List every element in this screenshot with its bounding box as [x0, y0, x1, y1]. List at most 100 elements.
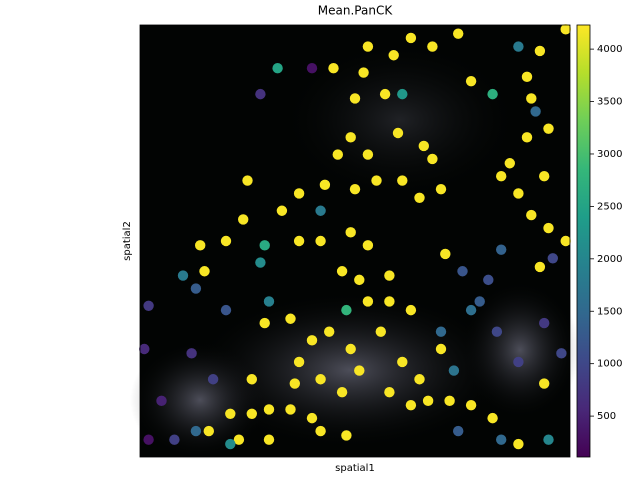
- point: [293, 356, 305, 368]
- point: [534, 261, 546, 273]
- x-axis-label: spatial1: [335, 463, 375, 474]
- point: [513, 188, 524, 199]
- point: [143, 434, 154, 445]
- point: [427, 41, 438, 52]
- point: [349, 93, 361, 104]
- colorbar-tick-label: 1000: [597, 359, 622, 370]
- point: [397, 175, 408, 186]
- point: [560, 24, 571, 35]
- point: [345, 343, 356, 355]
- point: [354, 274, 365, 286]
- point: [530, 106, 541, 117]
- point: [315, 374, 326, 385]
- point: [186, 348, 197, 359]
- point: [513, 41, 524, 52]
- colorbar-tick-label: 3000: [597, 149, 622, 160]
- point: [203, 425, 214, 437]
- point: [195, 240, 206, 251]
- colorbar-axis: 500 1000 1500 2000 2500 3000 3500 4000: [590, 44, 622, 422]
- point: [487, 88, 498, 100]
- point: [336, 387, 348, 398]
- point: [521, 132, 533, 143]
- point: [405, 399, 417, 411]
- point: [547, 253, 558, 264]
- point: [543, 434, 554, 445]
- point: [238, 214, 249, 225]
- points: [139, 24, 571, 450]
- point: [306, 412, 318, 424]
- point: [539, 171, 550, 182]
- point: [448, 365, 460, 376]
- point: [496, 244, 507, 255]
- point: [156, 395, 167, 407]
- point: [414, 192, 425, 203]
- point: [293, 235, 305, 247]
- point: [285, 313, 296, 324]
- point: [362, 296, 374, 307]
- point: [220, 235, 232, 247]
- point: [384, 296, 395, 307]
- point: [190, 425, 202, 437]
- point: [306, 335, 318, 346]
- point: [496, 434, 507, 445]
- point: [306, 62, 318, 74]
- point: [453, 28, 464, 39]
- point: [435, 183, 447, 195]
- plot-frame: [139, 24, 571, 458]
- point: [465, 75, 477, 87]
- point: [457, 266, 468, 277]
- point: [207, 374, 219, 385]
- point: [169, 434, 180, 445]
- point: [539, 317, 550, 329]
- point: [263, 434, 275, 445]
- point: [384, 270, 395, 281]
- point: [246, 374, 257, 385]
- point: [336, 266, 348, 277]
- point: [199, 266, 210, 277]
- point: [255, 88, 266, 100]
- point: [349, 183, 361, 195]
- point: [319, 179, 331, 191]
- point: [220, 304, 232, 316]
- point: [453, 425, 464, 437]
- colorbar-tick-label: 2000: [597, 254, 622, 265]
- point: [487, 412, 498, 424]
- colorbar-tick-label: 2500: [597, 201, 622, 212]
- point: [285, 404, 296, 415]
- point: [388, 50, 399, 61]
- colorbar: [576, 24, 591, 458]
- point: [375, 326, 386, 337]
- point: [324, 326, 335, 337]
- point: [496, 171, 507, 182]
- point: [225, 438, 236, 450]
- point: [384, 387, 395, 398]
- point: [560, 235, 571, 247]
- point: [513, 438, 524, 450]
- tissue-glow: [130, 340, 270, 460]
- point: [225, 408, 236, 419]
- point: [405, 304, 417, 316]
- colorbar-tick-label: 4000: [597, 44, 622, 55]
- point: [315, 205, 326, 216]
- point: [526, 93, 537, 104]
- point: [315, 235, 326, 247]
- point: [534, 45, 546, 57]
- point: [362, 149, 374, 160]
- point: [556, 348, 567, 359]
- point: [358, 67, 369, 78]
- point: [139, 343, 150, 355]
- point: [543, 222, 554, 234]
- colorbar-tick-label: 3500: [597, 97, 622, 108]
- point: [276, 205, 288, 216]
- point: [263, 404, 275, 415]
- point: [371, 175, 382, 186]
- chart-title: Mean.PanCK: [318, 4, 394, 18]
- point: [513, 356, 524, 368]
- y-axis-label: spatial2: [122, 221, 133, 261]
- point: [328, 62, 339, 74]
- point: [242, 175, 253, 186]
- point: [233, 434, 245, 445]
- point: [422, 395, 434, 407]
- point: [362, 240, 374, 251]
